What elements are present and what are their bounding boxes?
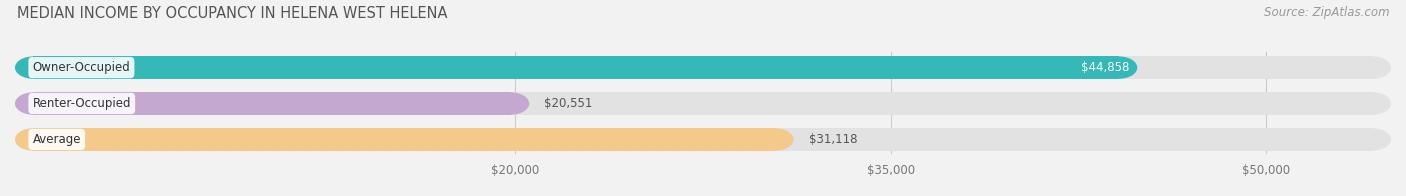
Text: $20,551: $20,551 xyxy=(544,97,592,110)
Text: Owner-Occupied: Owner-Occupied xyxy=(32,61,131,74)
Ellipse shape xyxy=(492,92,529,115)
FancyBboxPatch shape xyxy=(34,92,510,115)
Ellipse shape xyxy=(758,128,793,151)
FancyBboxPatch shape xyxy=(34,128,775,151)
Text: Renter-Occupied: Renter-Occupied xyxy=(32,97,131,110)
Text: Source: ZipAtlas.com: Source: ZipAtlas.com xyxy=(1264,6,1389,19)
Ellipse shape xyxy=(15,128,52,151)
Ellipse shape xyxy=(15,92,52,115)
FancyBboxPatch shape xyxy=(34,56,1372,79)
Ellipse shape xyxy=(1354,128,1391,151)
FancyBboxPatch shape xyxy=(34,56,1119,79)
Ellipse shape xyxy=(15,56,52,79)
Ellipse shape xyxy=(15,92,52,115)
Text: MEDIAN INCOME BY OCCUPANCY IN HELENA WEST HELENA: MEDIAN INCOME BY OCCUPANCY IN HELENA WES… xyxy=(17,6,447,21)
Ellipse shape xyxy=(15,56,52,79)
FancyBboxPatch shape xyxy=(34,92,1372,115)
Text: $31,118: $31,118 xyxy=(808,133,858,146)
FancyBboxPatch shape xyxy=(34,128,1372,151)
Ellipse shape xyxy=(15,128,52,151)
Text: Average: Average xyxy=(32,133,82,146)
Ellipse shape xyxy=(1101,56,1137,79)
Ellipse shape xyxy=(1354,92,1391,115)
Ellipse shape xyxy=(1354,56,1391,79)
Text: $44,858: $44,858 xyxy=(1081,61,1130,74)
